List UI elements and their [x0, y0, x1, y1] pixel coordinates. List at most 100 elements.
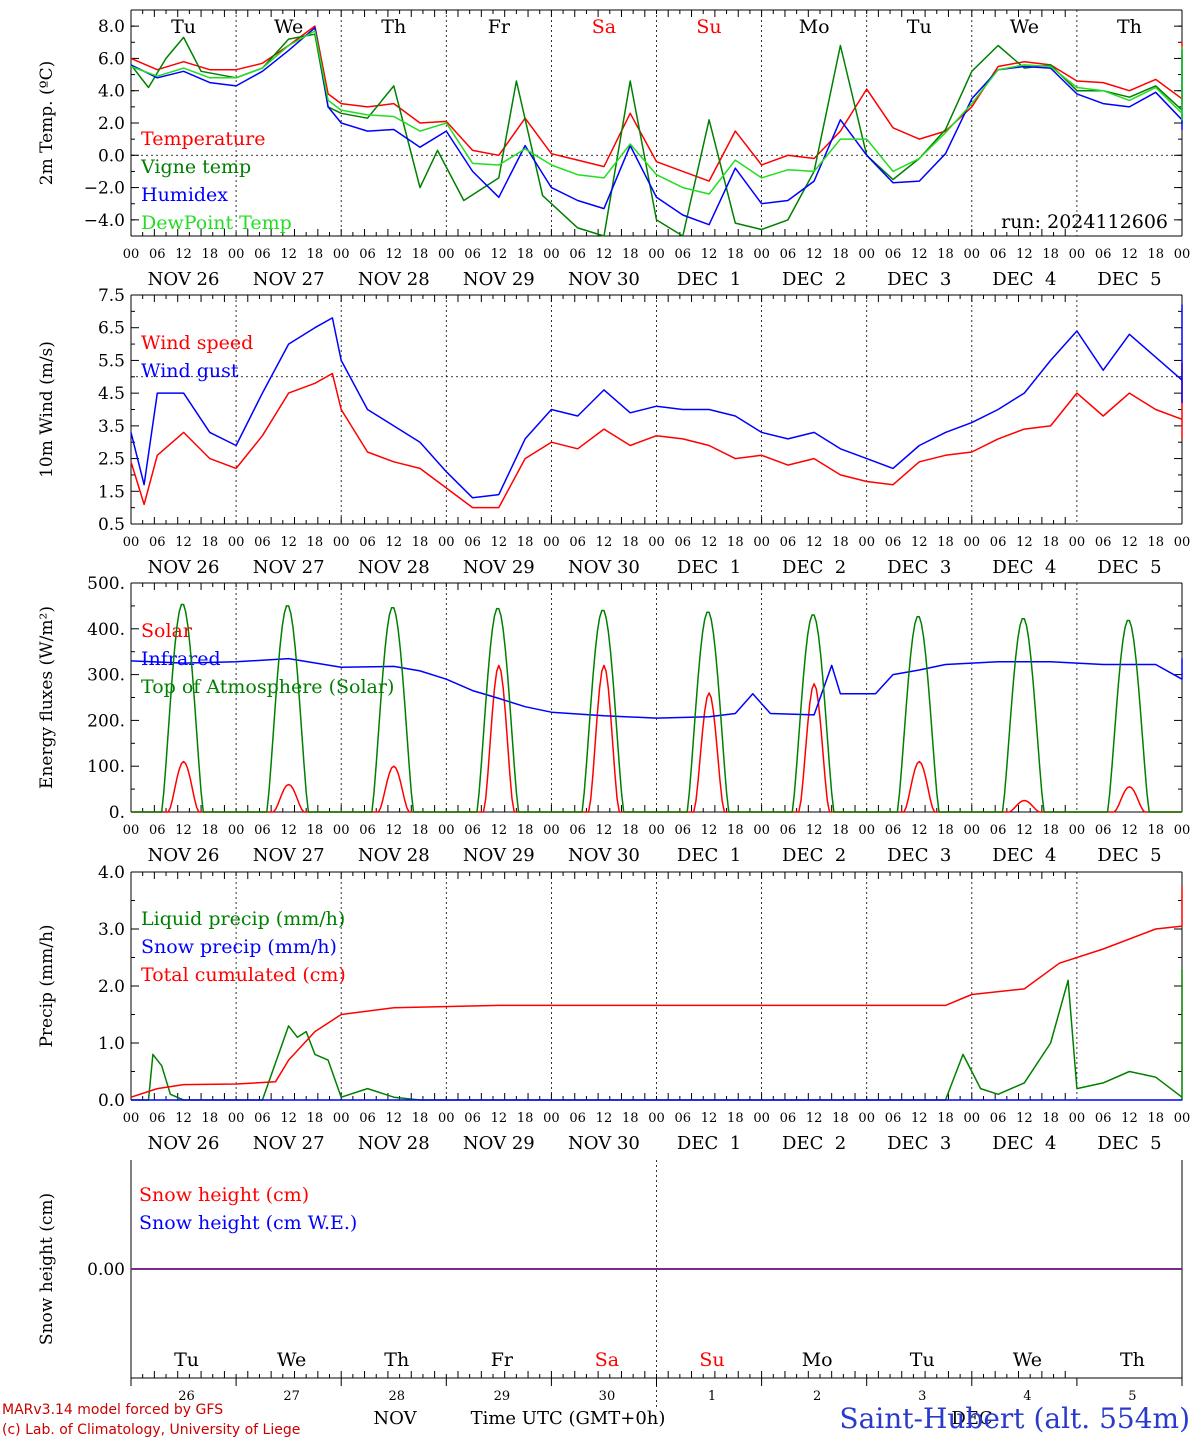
- hour-label: 18: [412, 535, 429, 550]
- hour-label: 06: [1095, 535, 1112, 550]
- hour-label: 00: [753, 247, 770, 262]
- hour-label: 06: [1095, 247, 1112, 262]
- hour-label: 00: [858, 247, 875, 262]
- hour-label: 12: [175, 1111, 192, 1126]
- hour-label: 12: [280, 247, 297, 262]
- hour-label: 00: [964, 823, 981, 838]
- hour-label: 12: [1121, 247, 1138, 262]
- hour-label: 00: [333, 247, 350, 262]
- y-tick-label: 2.0: [98, 977, 125, 997]
- hour-label: 18: [517, 247, 534, 262]
- hour-label: 18: [1147, 823, 1164, 838]
- hour-label: 12: [1016, 823, 1033, 838]
- date-label: DEC 5: [1097, 269, 1161, 290]
- series-line-1: [130, 304, 1183, 499]
- hour-label: 18: [832, 1111, 849, 1126]
- day-of-week-label: Su: [699, 1349, 724, 1371]
- date-label: DEC 3: [887, 269, 951, 290]
- series-line-2: [130, 886, 1183, 1098]
- day-of-week-label: Fr: [491, 1349, 514, 1371]
- hour-label: 06: [464, 1111, 481, 1126]
- hour-label: 00: [648, 247, 665, 262]
- hour-label: 00: [1174, 535, 1191, 550]
- hour-label: 12: [911, 1111, 928, 1126]
- hour-label: 18: [727, 1111, 744, 1126]
- hour-label: 00: [333, 535, 350, 550]
- hour-label: 00: [438, 1111, 455, 1126]
- date-label: NOV 30: [568, 1133, 640, 1154]
- hour-label: 18: [412, 823, 429, 838]
- day-of-week-label: Tu: [910, 1349, 935, 1371]
- hour-label: 12: [280, 1111, 297, 1126]
- day-of-week-label: Su: [696, 16, 721, 38]
- date-label: NOV 29: [463, 845, 535, 866]
- hour-label: 12: [491, 535, 508, 550]
- y-tick-label: 500.: [87, 574, 125, 594]
- hour-label: 00: [648, 823, 665, 838]
- hour-label: 18: [517, 535, 534, 550]
- date-label: NOV 28: [358, 845, 430, 866]
- date-label: NOV 28: [358, 557, 430, 578]
- hour-label: 18: [1147, 247, 1164, 262]
- day-number-label: 1: [708, 1389, 716, 1404]
- y-tick-label: −4.0: [84, 211, 125, 231]
- hour-label: 12: [1016, 247, 1033, 262]
- date-label: DEC 5: [1097, 845, 1161, 866]
- date-label: DEC 1: [677, 845, 741, 866]
- hour-label: 12: [596, 823, 613, 838]
- station-label: Saint-Hubert (alt. 554m): [839, 1402, 1190, 1435]
- hour-label: 12: [491, 1111, 508, 1126]
- hour-label: 18: [622, 535, 639, 550]
- hour-label: 00: [964, 1111, 981, 1126]
- legend-entry: Snow height (cm): [139, 1184, 309, 1206]
- hour-label: 06: [780, 247, 797, 262]
- run-label: run: 2024112606: [1001, 211, 1168, 233]
- hour-label: 00: [753, 1111, 770, 1126]
- hour-label: 12: [596, 247, 613, 262]
- hour-label: 18: [832, 247, 849, 262]
- day-of-week-label: Th: [381, 16, 406, 38]
- hour-label: 12: [385, 823, 402, 838]
- legend-entry: Wind speed: [141, 332, 253, 354]
- legend-entry: Solar: [141, 620, 193, 642]
- legend-entry: Infrared: [141, 648, 221, 670]
- date-label: NOV 30: [568, 557, 640, 578]
- y-tick-label: 0.: [109, 803, 125, 823]
- date-label: DEC 5: [1097, 1133, 1161, 1154]
- hour-label: 12: [280, 535, 297, 550]
- day-of-week-label: We: [277, 1349, 306, 1371]
- hour-label: 06: [569, 535, 586, 550]
- date-label: NOV 26: [148, 845, 220, 866]
- day-of-week-label: Fr: [488, 16, 511, 38]
- date-label: DEC 4: [992, 557, 1056, 578]
- y-tick-label: 4.0: [98, 82, 125, 102]
- hour-label: 18: [1147, 535, 1164, 550]
- hour-label: 18: [307, 823, 324, 838]
- day-of-week-label: We: [1010, 16, 1039, 38]
- hour-label: 06: [780, 1111, 797, 1126]
- hour-label: 06: [675, 1111, 692, 1126]
- hour-label: 00: [858, 535, 875, 550]
- y-tick-label: 300.: [87, 666, 125, 686]
- date-label: DEC 4: [992, 1133, 1056, 1154]
- hour-label: 18: [832, 823, 849, 838]
- legend-entry: Humidex: [141, 184, 228, 206]
- day-number-label: 28: [388, 1389, 405, 1404]
- month-label: NOV: [373, 1408, 417, 1429]
- date-label: NOV 29: [463, 1133, 535, 1154]
- hour-label: 18: [202, 823, 219, 838]
- hour-label: 00: [964, 247, 981, 262]
- hour-label: 18: [202, 535, 219, 550]
- hour-label: 06: [885, 823, 902, 838]
- day-number-label: 26: [178, 1389, 195, 1404]
- y-axis-title: 2m Temp. (ºC): [37, 61, 57, 186]
- date-label: DEC 1: [677, 557, 741, 578]
- hour-label: 12: [806, 823, 823, 838]
- hour-label: 18: [1042, 823, 1059, 838]
- hour-label: 06: [990, 247, 1007, 262]
- hour-label: 06: [464, 247, 481, 262]
- hour-label: 18: [727, 535, 744, 550]
- y-tick-label: −2.0: [84, 179, 125, 199]
- hour-label: 06: [149, 247, 166, 262]
- legend-entry: Wind gust: [141, 360, 239, 382]
